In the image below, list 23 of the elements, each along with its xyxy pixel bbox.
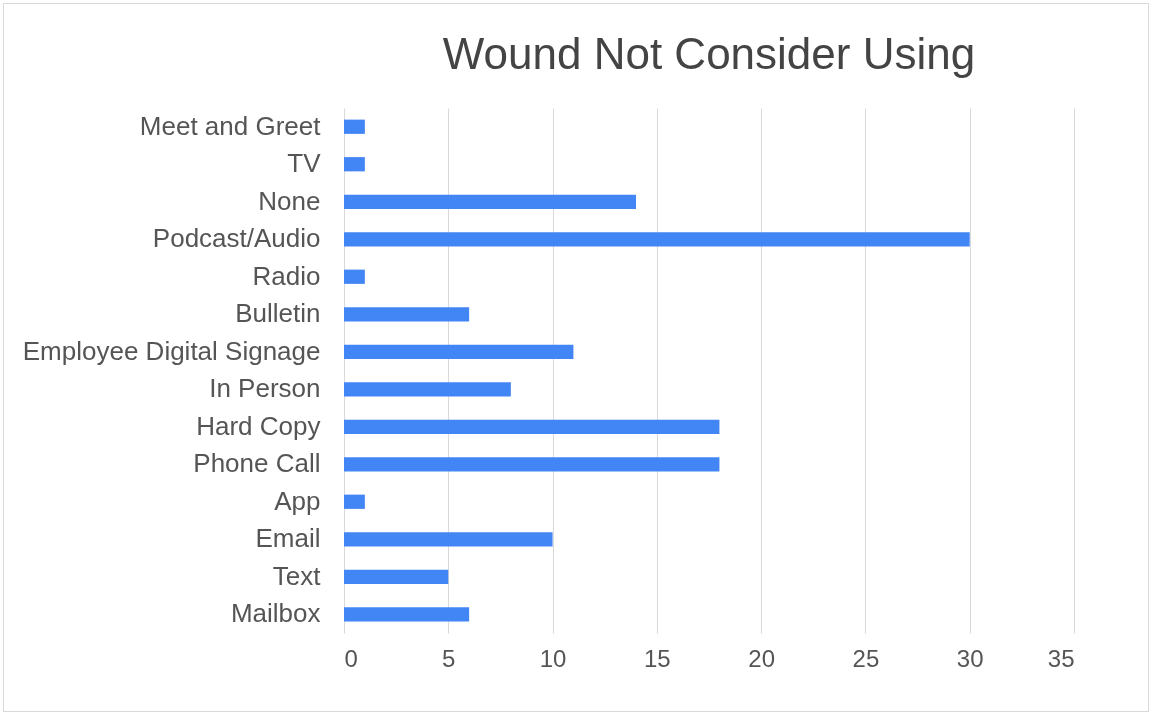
x-tick-label: 10 [539,644,567,672]
x-tick-label: 5 [442,644,456,672]
y-tick-label: Mailbox [230,598,321,629]
y-tick-label: Hard Copy [196,410,321,441]
y-tick-label: Meet and Greet [139,110,322,141]
y-tick-label: None [258,185,321,216]
y-tick-label: Employee Digital Signage [22,335,321,366]
y-tick-label: Bulletin [235,298,321,329]
y-tick-label: Phone Call [193,448,321,479]
x-tick-label: 20 [748,644,775,672]
x-tick-label: 25 [852,644,880,672]
y-tick-label: Text [272,560,322,591]
y-tick-label: In Person [209,373,321,404]
x-tick-label: 35 [1047,644,1075,672]
y-tick-label: Podcast/Audio [152,223,321,254]
x-tick-label: 30 [956,644,984,672]
y-tick-label: Radio [252,260,321,291]
y-tick-label: Email [255,523,321,554]
x-tick-label: 15 [644,644,671,672]
y-tick-label: App [274,485,321,516]
chart-title: Wound Not Consider Using [442,29,976,78]
x-tick-label: 0 [344,644,358,672]
y-tick-label: TV [287,148,322,179]
